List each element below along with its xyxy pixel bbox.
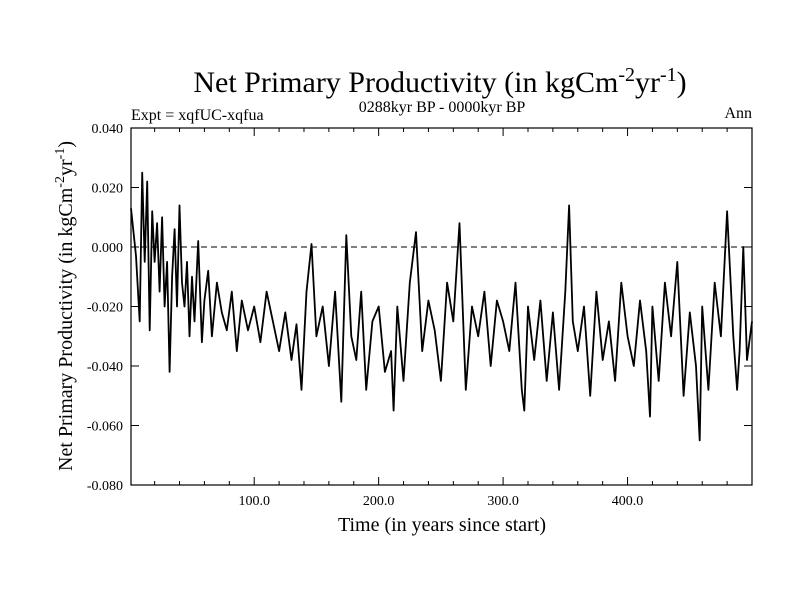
y-tick-label: -0.080 [87, 479, 123, 494]
y-tick-label: -0.040 [87, 360, 123, 375]
y-axis-label: Net Primary Productivity (in kgCm-2yr-1) [53, 141, 77, 471]
data-series-line [130, 171, 753, 442]
subtitle-experiment: Expt = xqfUC-xqfua [131, 107, 264, 124]
x-tick-label: 400.0 [612, 494, 644, 509]
x-tick-label: 300.0 [487, 494, 519, 509]
subtitle-period: 0288kyr BP - 0000kyr BP [359, 99, 526, 116]
y-tick-label: -0.060 [87, 420, 123, 435]
subtitle-season: Ann [724, 105, 752, 122]
x-axis-label: Time (in years since start) [338, 514, 546, 536]
chart-title: Net Primary Productivity (in kgCm-2yr-1) [193, 64, 686, 99]
y-tick-label: 0.020 [92, 182, 124, 197]
plot-frame [130, 127, 753, 486]
y-tick-label: -0.020 [87, 301, 123, 316]
x-tick-label: 100.0 [238, 494, 270, 509]
x-tick-label: 200.0 [363, 494, 395, 509]
y-tick-label: 0.000 [92, 241, 124, 256]
y-tick-label: 0.040 [92, 122, 124, 137]
